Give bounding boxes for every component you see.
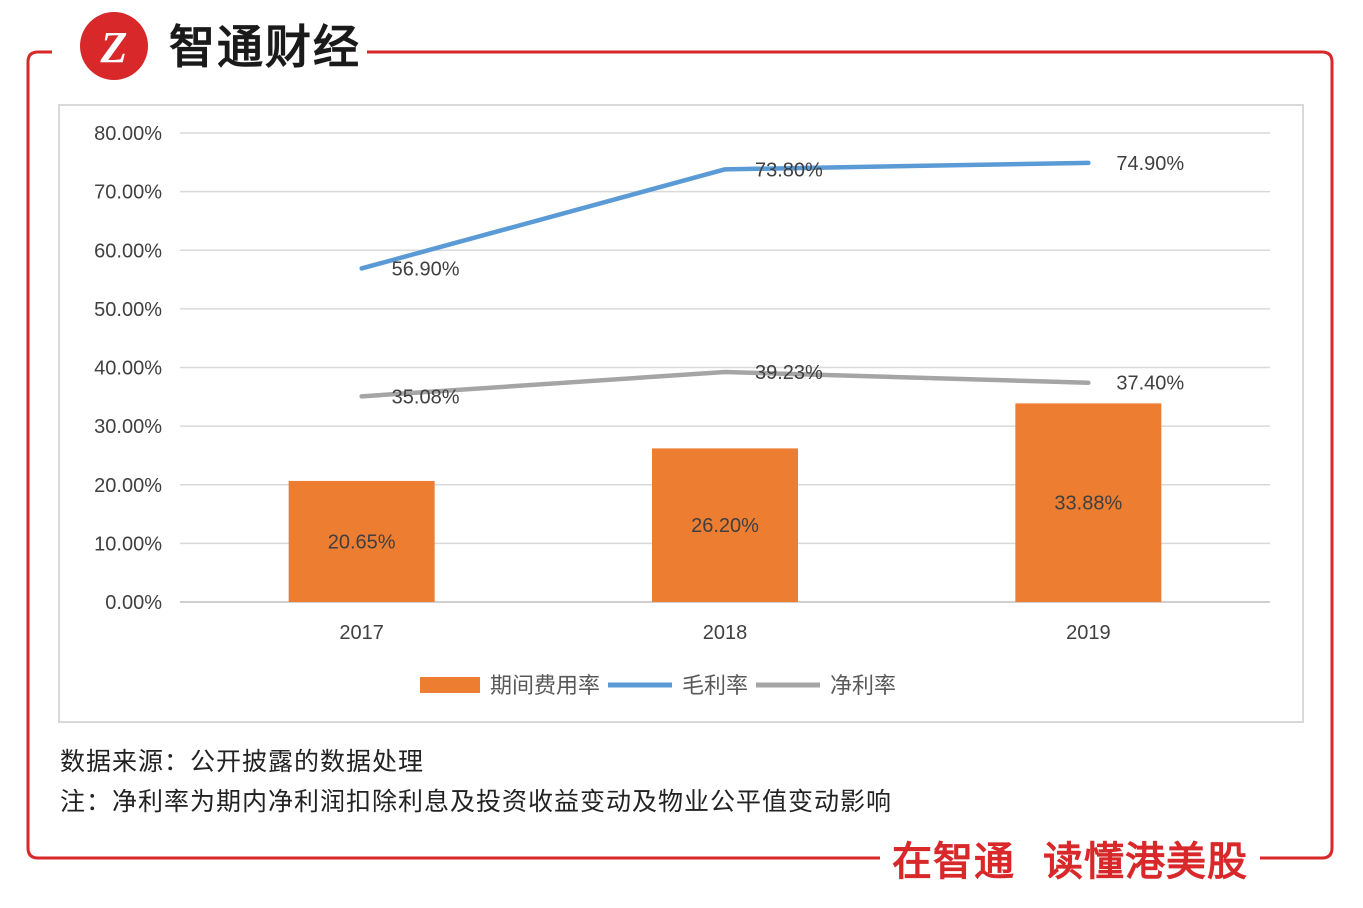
x-tick-label: 2018 [703,622,748,644]
legend-label: 净利率 [830,674,896,699]
logo-icon: Z [80,12,148,80]
svg-text:Z: Z [100,23,128,72]
bar-data-label: 26.20% [691,515,759,537]
y-tick-label: 70.00% [94,182,162,204]
chart: 0.00% 10.00% 20.00% 30.00% 40.00% 50.00% 60.00… [94,123,1270,699]
y-tick-label: 50.00% [94,299,162,321]
y-tick-label: 30.00% [94,416,162,438]
slogan-part2: 读懂港美股 [1043,839,1248,885]
line-point [1086,380,1091,385]
x-tick-label: 2017 [339,622,384,644]
line-point [723,370,727,375]
slogan-part1: 在智通 [892,839,1015,885]
line-point [723,167,727,172]
data-source-note: 数据来源：公开披露的数据处理 [60,747,425,776]
line-data-label: 56.90% [392,258,460,280]
line-point [1086,160,1091,165]
y-tick-label: 10.00% [94,533,162,555]
line-data-label: 73.80% [755,159,823,181]
bar-期间费用率 [288,480,435,602]
line-point [359,394,364,399]
y-tick-label: 0.00% [105,592,162,614]
y-tick-label: 80.00% [94,123,162,145]
x-tick-label: 2019 [1066,622,1111,644]
y-tick-label: 20.00% [94,475,162,497]
remark-note: 注：净利率为期内净利润扣除利息及投资收益变动及物业公平值变动影响 [60,787,893,816]
line-data-label: 39.23% [755,362,823,384]
y-tick-label: 60.00% [94,240,162,262]
line-净利率 [359,369,1091,399]
legend-label: 毛利率 [682,674,748,699]
legend-label: 期间费用率 [490,674,600,699]
brand-name: 智通财经 [163,14,367,80]
legend-swatch [420,677,480,693]
line-point [359,266,364,271]
slogan: 在智通 读懂港美股 [880,836,1260,888]
line-data-label: 35.08% [392,386,460,408]
bar-data-label: 20.65% [328,531,396,553]
y-tick-label: 40.00% [94,358,162,380]
line-data-label: 74.90% [1116,153,1184,175]
line-毛利率 [359,160,1091,271]
bar-期间费用率 [652,448,798,602]
bar-期间费用率 [1015,403,1162,602]
line-data-label: 37.40% [1116,373,1184,395]
bar-data-label: 33.88% [1054,493,1122,515]
